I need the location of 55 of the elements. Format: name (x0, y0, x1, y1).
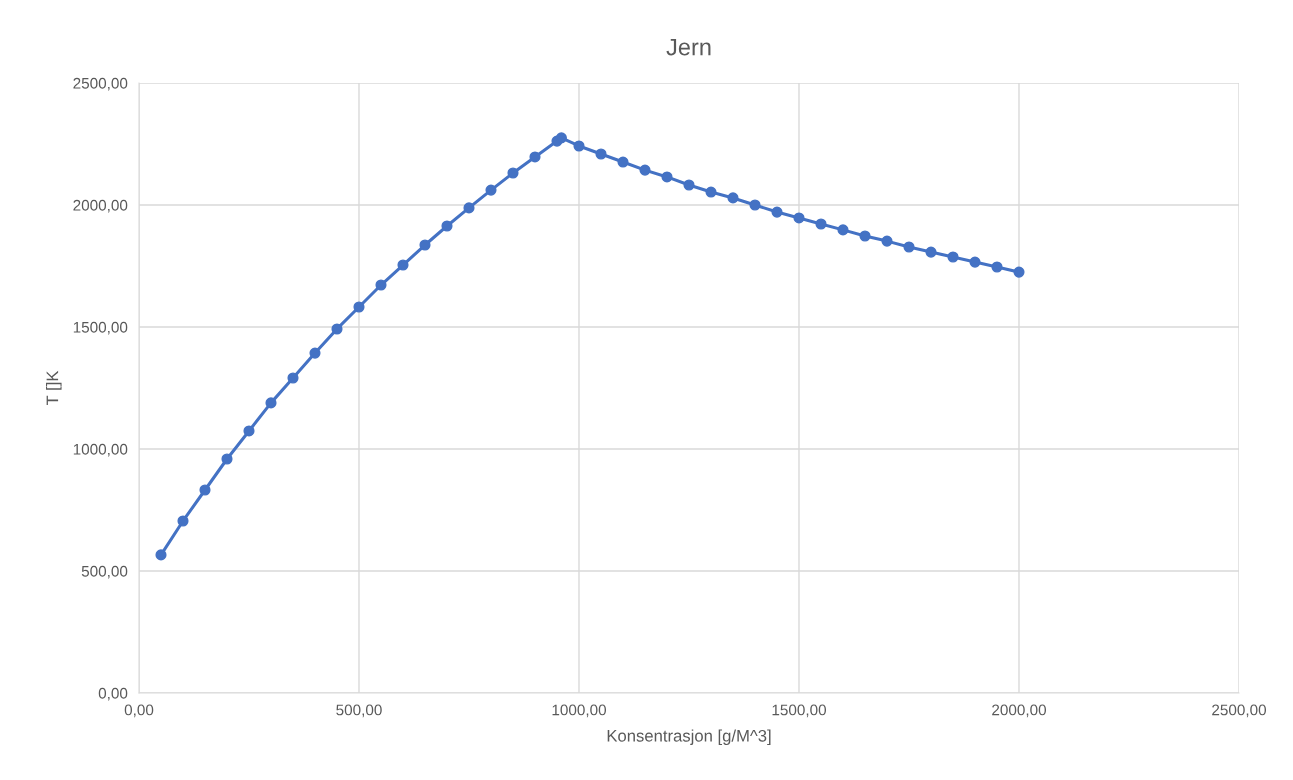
point (507, 167, 519, 179)
x-tick-label: 2000,00 (992, 704, 1047, 718)
point (555, 132, 567, 144)
point (771, 206, 783, 218)
x-tick-label: 500,00 (336, 704, 382, 718)
x-tick-label: 1000,00 (552, 704, 607, 718)
point (595, 148, 607, 160)
point (727, 192, 739, 204)
point (639, 164, 651, 176)
x-tick-label: 0,00 (124, 704, 154, 718)
point (177, 515, 189, 527)
point (661, 171, 673, 183)
y-tick-label: 0,00 (98, 687, 128, 701)
point (463, 202, 475, 214)
x-tick-label: 1500,00 (772, 704, 827, 718)
y-tick-label: 500,00 (81, 565, 128, 579)
point (309, 347, 321, 359)
point (991, 261, 1003, 273)
point (617, 156, 629, 168)
point (925, 246, 937, 258)
point (683, 179, 695, 191)
y-tick-label: 2500,00 (73, 77, 128, 91)
point (331, 323, 343, 335)
point (793, 212, 805, 224)
point (881, 235, 893, 247)
point (441, 220, 453, 232)
point (287, 372, 299, 384)
y-axis-title: T []K (46, 370, 62, 406)
point (243, 425, 255, 437)
point (903, 241, 915, 253)
point (969, 256, 981, 268)
point (485, 184, 497, 196)
point (705, 186, 717, 198)
point (199, 484, 211, 496)
point (155, 549, 167, 561)
point (749, 199, 761, 211)
point (815, 218, 827, 230)
point (859, 230, 871, 242)
point (221, 453, 233, 465)
y-tick-label: 2000,00 (73, 199, 128, 213)
point (419, 239, 431, 251)
x-tick-label: 2500,00 (1212, 704, 1267, 718)
point (265, 397, 277, 409)
point (375, 279, 387, 291)
point (837, 224, 849, 236)
point (353, 301, 365, 313)
chart-title: Jern (666, 38, 711, 56)
y-tick-label: 1500,00 (73, 321, 128, 335)
point (947, 251, 959, 263)
x-axis-title: Konsentrasjon [g/M^3] (607, 729, 771, 745)
point (1013, 266, 1025, 278)
point (529, 151, 541, 163)
y-tick-label: 1000,00 (73, 443, 128, 457)
point (397, 259, 409, 271)
point (573, 140, 585, 152)
